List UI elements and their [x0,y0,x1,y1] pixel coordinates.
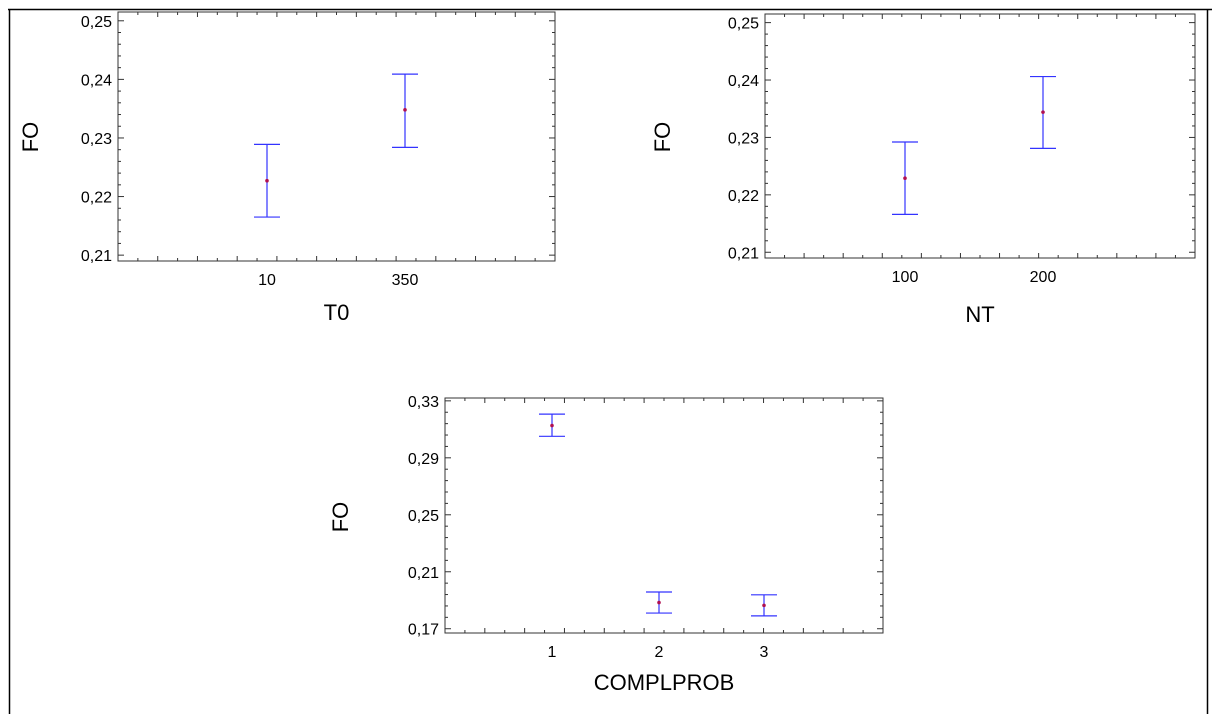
x-tick-label: 100 [892,269,919,286]
mean-point [265,178,269,183]
chart-complprob: 0,17 0,21 0,25 0,29 0,33 1 2 3 COMPLPROB FO [328,394,884,695]
mean-point [1041,110,1045,114]
y-tick-label: 0,25 [728,16,759,33]
y-tick-label: 0,25 [81,14,112,31]
error-bar [392,73,418,148]
y-tick-label: 0,21 [81,248,112,265]
x-tick-label: 1 [548,644,557,661]
x-tick-label: 350 [392,272,419,289]
x-axis-label: COMPLPROB [594,670,735,695]
mean-point [550,423,554,428]
x-tick-label: 200 [1030,269,1057,286]
y-tick-label: 0,22 [728,188,759,205]
y-axis-label: FO [18,122,43,153]
error-bar [254,143,280,218]
mean-point [657,600,661,605]
y-axis-label: FO [328,502,353,533]
mean-point [903,176,907,180]
error-bar [646,591,672,614]
x-axis-label: T0 [324,300,350,325]
y-tick-label: 0,23 [728,130,759,147]
y-tick-label: 0,17 [408,622,439,639]
mean-point [762,603,766,608]
error-bar [539,413,565,437]
x-tick-label: 2 [655,644,664,661]
error-bar [751,594,777,617]
y-tick-label: 0,21 [408,565,439,582]
x-tick-label: 10 [258,272,276,289]
error-bar [892,141,918,215]
y-axis-label: FO [650,122,675,153]
y-tick-label: 0,29 [408,451,439,468]
x-tick-label: 3 [760,644,769,661]
x-axis-label: NT [965,302,994,327]
mean-point [403,108,407,112]
y-tick-label: 0,22 [81,190,112,207]
y-tick-label: 0,25 [408,508,439,525]
y-tick-label: 0,24 [81,72,112,89]
y-tick-label: 0,23 [81,131,112,148]
chart-t0: 0,21 0,22 0,23 0,24 0,25 10 350 T0 FO [18,11,556,325]
y-tick-label: 0,24 [728,73,759,90]
y-tick-label: 0,21 [728,245,759,262]
chart-nt: 0,21 0,22 0,23 0,24 0,25 100 200 NT FO [650,13,1196,327]
error-bar [1030,75,1056,149]
y-tick-label: 0,33 [408,394,439,411]
